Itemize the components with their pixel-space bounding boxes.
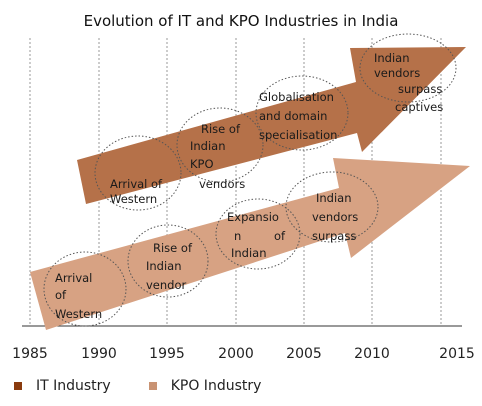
- kpo-stage-line: Western: [55, 307, 102, 321]
- kpo-swatch-icon: [148, 382, 157, 390]
- year-label: 2010: [354, 346, 390, 362]
- legend-label-kpo: KPO Industry: [170, 378, 262, 394]
- kpo-stage-line: Rise of: [153, 241, 193, 255]
- kpo-stage-labels: Arrival of Western Rise of Indian vendor…: [55, 191, 362, 321]
- kpo-stage-line: of: [274, 229, 286, 243]
- it-stage-line: specialisation: [259, 128, 337, 142]
- it-stage-line: Western: [110, 192, 157, 206]
- kpo-industry-arrow: [30, 158, 470, 330]
- it-stage-rise-label: Rise of Indian KPO vendors: [190, 122, 245, 191]
- kpo-stage-expansion-label: Expansio n of Indian: [227, 210, 289, 260]
- kpo-stage-rise-label: Rise of Indian vendor: [146, 241, 196, 292]
- kpo-stage-line: Indian: [231, 246, 267, 260]
- it-stage-surpass-label: Indian vendors surpass captives: [374, 51, 446, 114]
- year-label: 2005: [286, 346, 322, 362]
- year-labels: 1985 1990 1995 2000 2005 2010 2015: [12, 346, 475, 362]
- it-stage-line: Globalisation: [259, 90, 334, 104]
- kpo-stage-line: vendors: [312, 210, 358, 224]
- it-stage-circles: [94, 33, 457, 211]
- kpo-stage-line: Indian: [146, 259, 182, 273]
- year-label: 1990: [81, 346, 117, 362]
- kpo-stage-line: vendor: [146, 278, 187, 292]
- kpo-stage-circles: [43, 171, 379, 327]
- year-label: 2015: [439, 346, 475, 362]
- it-stage-line: vendors: [374, 66, 420, 80]
- kpo-stage-line: Expansio: [227, 210, 279, 224]
- kpo-stage-line: Arrival: [55, 271, 92, 285]
- it-stage-globalisation-label: Globalisation and domain specialisation: [259, 90, 338, 142]
- year-label: 1995: [149, 346, 185, 362]
- kpo-stage-surpass-label: Indian vendors surpass: [312, 191, 362, 243]
- kpo-stage-line: Indian: [316, 191, 352, 205]
- diagram-title: Evolution of IT and KPO Industries in In…: [84, 12, 399, 30]
- kpo-stage-arrival-label: Arrival of Western: [55, 271, 102, 321]
- it-stage-line: and domain: [259, 109, 327, 123]
- it-stage-line: vendors: [199, 177, 245, 191]
- it-industry-arrow: [77, 47, 466, 204]
- kpo-stage-line: surpass: [312, 229, 356, 243]
- year-label: 2000: [218, 346, 254, 362]
- legend-item-it: IT Industry: [14, 378, 111, 394]
- it-stage-line: Rise of: [201, 122, 241, 136]
- kpo-stage-line: n: [234, 229, 241, 243]
- it-stage-line: KPO: [190, 157, 214, 171]
- kpo-stage-line: of: [55, 288, 67, 302]
- it-swatch-icon: [14, 382, 22, 390]
- legend-label-it: IT Industry: [36, 378, 111, 394]
- it-stage-line: Indian: [190, 139, 226, 153]
- it-stage-line: Arrival of: [110, 177, 163, 191]
- it-stage-line: Indian: [374, 51, 410, 65]
- year-label: 1985: [12, 346, 48, 362]
- it-stage-line: surpass: [398, 82, 442, 96]
- it-stage-arrival-label: Arrival of Western: [110, 177, 166, 206]
- legend-item-kpo: KPO Industry: [148, 378, 262, 394]
- it-stage-labels: Arrival of Western Rise of Indian KPO ve…: [110, 51, 446, 206]
- legend: IT Industry KPO Industry: [14, 378, 299, 394]
- it-stage-line: captives: [395, 100, 443, 114]
